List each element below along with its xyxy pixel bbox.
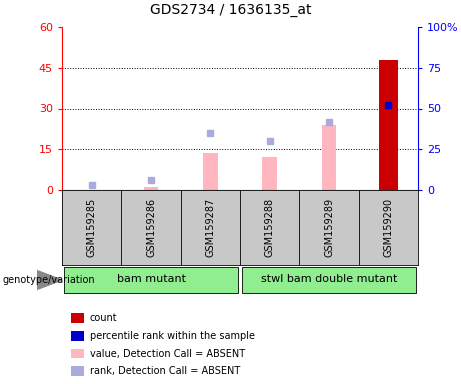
Bar [71, 313, 83, 323]
Bar [203, 153, 218, 190]
Bar [262, 157, 277, 190]
Text: percentile rank within the sample: percentile rank within the sample [90, 331, 255, 341]
Text: GSM159290: GSM159290 [384, 198, 393, 257]
Text: GSM159289: GSM159289 [324, 198, 334, 257]
Text: GSM159288: GSM159288 [265, 198, 275, 257]
Text: rank, Detection Call = ABSENT: rank, Detection Call = ABSENT [90, 366, 240, 376]
Text: GSM159287: GSM159287 [205, 198, 215, 257]
Text: GDS2734 / 1636135_at: GDS2734 / 1636135_at [150, 3, 311, 17]
Bar [71, 366, 83, 376]
Text: count: count [90, 313, 118, 323]
Bar [322, 125, 337, 190]
Text: genotype/variation: genotype/variation [2, 275, 95, 285]
Text: bam mutant: bam mutant [117, 275, 185, 285]
Text: value, Detection Call = ABSENT: value, Detection Call = ABSENT [90, 349, 245, 359]
Text: stwl bam double mutant: stwl bam double mutant [261, 275, 397, 285]
Bar [71, 331, 83, 341]
Bar [242, 267, 416, 293]
Bar [65, 267, 237, 293]
Polygon shape [36, 270, 62, 290]
Bar [71, 349, 83, 358]
Bar [144, 187, 158, 190]
Text: GSM159285: GSM159285 [87, 198, 97, 257]
Bar [379, 60, 398, 190]
Text: GSM159286: GSM159286 [146, 198, 156, 257]
